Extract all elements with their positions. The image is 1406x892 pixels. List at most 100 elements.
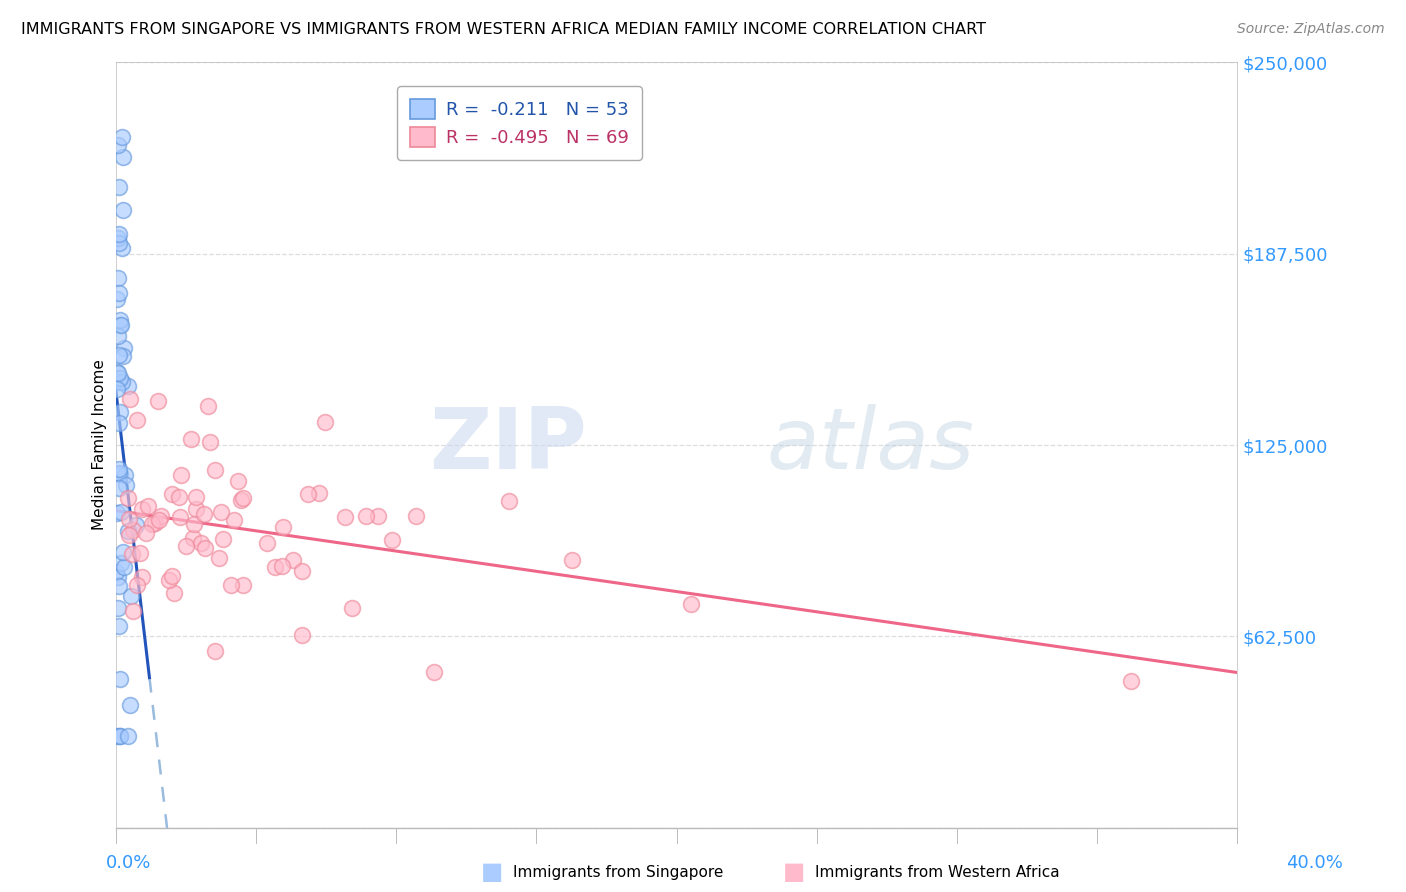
Point: [291, 564, 314, 578]
Point: [105, 506, 128, 520]
Point: [354, 509, 377, 524]
Point: [136, 499, 159, 513]
Point: [208, 551, 231, 566]
Point: [190, 535, 212, 549]
Point: [263, 560, 285, 574]
Point: [117, 729, 139, 743]
Point: [308, 485, 330, 500]
Point: [107, 481, 129, 495]
Point: [108, 285, 131, 300]
Point: [146, 394, 169, 409]
Text: ■: ■: [481, 861, 503, 884]
Point: [340, 600, 363, 615]
Point: [131, 570, 153, 584]
Text: ■: ■: [783, 861, 806, 884]
Point: [1121, 673, 1143, 688]
Point: [679, 597, 702, 611]
Point: [117, 524, 139, 539]
Text: 40.0%: 40.0%: [1286, 855, 1343, 872]
Text: Immigrants from Singapore: Immigrants from Singapore: [513, 865, 724, 880]
Point: [114, 467, 136, 482]
Point: [108, 467, 131, 481]
Point: [118, 512, 141, 526]
Point: [180, 432, 202, 446]
Point: [367, 509, 389, 524]
Y-axis label: Median Family Income: Median Family Income: [93, 359, 107, 531]
Point: [212, 532, 235, 546]
Point: [117, 491, 139, 505]
Point: [271, 519, 294, 533]
Point: [108, 375, 131, 389]
Point: [183, 531, 205, 545]
Point: [110, 556, 132, 570]
Point: [118, 698, 141, 712]
Point: [148, 512, 170, 526]
Point: [169, 467, 191, 482]
Point: [314, 415, 336, 429]
Point: [183, 516, 205, 531]
Text: IMMIGRANTS FROM SINGAPORE VS IMMIGRANTS FROM WESTERN AFRICA MEDIAN FAMILY INCOME: IMMIGRANTS FROM SINGAPORE VS IMMIGRANTS …: [21, 22, 986, 37]
Point: [124, 517, 146, 532]
Point: [129, 546, 152, 560]
Point: [108, 348, 131, 362]
Point: [122, 603, 145, 617]
Point: [112, 545, 135, 559]
Point: [186, 501, 208, 516]
Point: [108, 578, 131, 592]
Point: [114, 478, 136, 492]
Text: Immigrants from Western Africa: Immigrants from Western Africa: [815, 865, 1060, 880]
Point: [107, 271, 129, 285]
Point: [111, 130, 134, 145]
Point: [110, 505, 132, 519]
Point: [204, 644, 226, 658]
Point: [105, 365, 128, 379]
Point: [143, 516, 166, 531]
Point: [107, 137, 129, 152]
Point: [107, 570, 129, 584]
Point: [108, 729, 131, 743]
Point: [108, 672, 131, 686]
Point: [125, 578, 148, 592]
Point: [112, 341, 135, 355]
Point: [423, 665, 446, 679]
Point: [149, 508, 172, 523]
Point: [160, 486, 183, 500]
Point: [111, 375, 134, 389]
Point: [105, 292, 128, 306]
Point: [194, 541, 217, 556]
Point: [108, 370, 131, 384]
Point: [105, 383, 128, 397]
Point: [169, 509, 191, 524]
Point: [157, 574, 180, 588]
Point: [108, 313, 131, 327]
Point: [198, 434, 221, 449]
Text: atlas: atlas: [766, 403, 974, 486]
Point: [141, 516, 163, 531]
Point: [163, 586, 186, 600]
Point: [297, 487, 319, 501]
Point: [291, 628, 314, 642]
Point: [107, 366, 129, 380]
Point: [107, 231, 129, 245]
Point: [107, 619, 129, 633]
Point: [174, 539, 197, 553]
Point: [112, 203, 135, 218]
Point: [498, 494, 520, 508]
Point: [193, 508, 215, 522]
Point: [381, 533, 404, 548]
Point: [121, 523, 143, 537]
Point: [107, 600, 129, 615]
Point: [110, 318, 132, 332]
Point: [108, 318, 131, 332]
Point: [107, 466, 129, 480]
Point: [283, 553, 305, 567]
Point: [107, 179, 129, 194]
Point: [110, 405, 132, 419]
Point: [561, 552, 583, 566]
Point: [131, 501, 153, 516]
Point: [108, 235, 131, 250]
Point: [105, 729, 128, 743]
Point: [110, 729, 132, 743]
Point: [108, 227, 131, 241]
Point: [167, 491, 190, 505]
